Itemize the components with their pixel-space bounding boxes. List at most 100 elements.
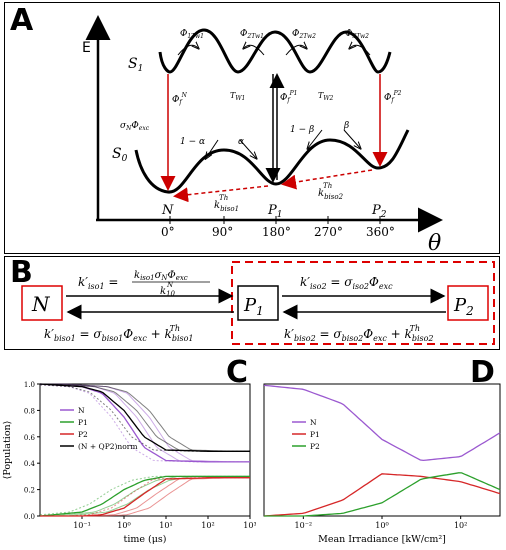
label-phif-p1: ΦfP1: [280, 90, 297, 104]
angle-90: 90°: [212, 225, 233, 239]
legend-label: P1: [310, 430, 320, 439]
x-axis-label: Mean Irradiance [kW/cm²]: [318, 534, 446, 545]
panel-d-letter: D: [470, 355, 495, 390]
arrow-phi2tw2: [285, 45, 306, 56]
label-phi2tw2: Φ2Tw2: [292, 29, 316, 40]
n-box-label: N: [31, 292, 51, 316]
k-biso1-expr: k′biso1 = σbiso1Φexc + kbiso1Th: [44, 324, 194, 343]
panel-a: [4, 2, 500, 254]
series-line-N: [39, 383, 250, 463]
y-axis-label: ⟨Population⟩: [2, 421, 13, 480]
population-vs-irradiance-chart: 10⁻² 10⁰ 10² N P1 P2 Mean Irradiance [kW/cm²]: [263, 383, 501, 545]
legend-label: P2: [78, 430, 88, 439]
arrow-phi2tw1: [244, 45, 265, 56]
x-tick-label: 10²: [454, 521, 467, 530]
y-tick-label: 0.8: [24, 407, 35, 415]
p2-box-label: P2: [453, 295, 474, 318]
label-kbiso1: kbiso1Th: [214, 194, 239, 213]
k-iso1-expr: k′iso1 =: [78, 275, 118, 291]
energy-diagram: E θ S1 S0 Φ1Tw1 Φ2Tw1 Φ2Tw2 Φ3Tw2 TW1 TW…: [82, 15, 443, 256]
population-vs-time-chart: 10⁻¹ 10⁰ 10¹ 10² 10³ 0.0 0.2 0.4 0.6 0.8 1.0 N P1 P2 (…: [2, 381, 256, 545]
label-sigma-n-phiexc: σNΦexc: [120, 121, 150, 132]
k-iso2-expr: k′iso2 = σiso2Φexc: [300, 275, 393, 291]
svg-text:kiso1σNΦexc: kiso1σNΦexc: [134, 270, 188, 282]
series-line-P1: [39, 475, 250, 517]
panel-b-letter: B: [10, 255, 33, 290]
x-tick-label: 10²: [201, 521, 214, 530]
k-biso2-expr: k′biso2 = σbiso2Φexc + kbiso2Th: [284, 324, 434, 343]
label-phi1tw1: Φ1Tw1: [180, 29, 204, 40]
series-line-P2: [40, 477, 250, 517]
legend-label: P2: [310, 442, 320, 451]
s0-label: S0: [112, 146, 128, 164]
s1-potential-curve: [158, 28, 392, 74]
arrow-alpha: [239, 139, 256, 158]
series-variant-N: [39, 384, 250, 463]
state-p1-label: P1: [267, 203, 282, 220]
series-variant-P1: [40, 475, 250, 517]
p1-box-label: P1: [243, 295, 264, 318]
x-tick-label: 10¹: [159, 521, 172, 530]
series-variant-P1: [39, 475, 250, 516]
label-phi3tw2: Φ3Tw2: [345, 29, 369, 40]
label-one-minus-beta: 1 − β: [290, 125, 314, 135]
energy-label: E: [82, 40, 91, 56]
y-tick-label: 0.6: [24, 434, 36, 442]
y-tick-label: 1.0: [24, 381, 35, 389]
p1-p2-group: [231, 261, 495, 345]
label-phif-p2: ΦfP2: [384, 90, 402, 104]
legend-label: (N + QP2)norm: [78, 442, 137, 451]
p1-box: [237, 285, 279, 321]
label-beta: β: [343, 121, 349, 131]
svg-text:k10N: k10N: [160, 281, 176, 298]
s0-potential-curve: [134, 129, 410, 194]
x-tick-label: 10⁻²: [295, 521, 313, 530]
series-variant-(N + QP2)norm: [40, 383, 250, 452]
label-phif-n: ΦfN: [172, 92, 188, 106]
p2-box: [447, 285, 489, 321]
series-line-N: [263, 384, 501, 462]
y-tick-label: 0.0: [24, 513, 35, 521]
label-tw2: TW2: [318, 91, 334, 102]
panel-a-letter: A: [10, 3, 34, 38]
panel-c-letter: C: [226, 355, 249, 390]
series-variant-P1: [40, 475, 250, 517]
y-tick-label: 0.4: [24, 460, 36, 468]
arrow-phi3tw2: [350, 45, 371, 56]
x-tick-label: 10⁻¹: [73, 521, 91, 530]
angle-0: 0°: [161, 225, 175, 239]
theta-label: θ: [428, 231, 441, 256]
arrow-phi1tw1: [177, 45, 198, 56]
arrow-beta: [343, 129, 360, 148]
plot-frame: [39, 383, 251, 517]
series-variant-N: [40, 383, 250, 463]
state-n-label: N: [161, 203, 174, 218]
legend-label: N: [310, 418, 317, 427]
arrow-one-minus-beta: [308, 129, 323, 148]
angle-180: 180°: [262, 225, 291, 239]
series-line-(N + QP2)norm: [39, 383, 250, 452]
x-tick-label: 10⁰: [375, 521, 388, 530]
series-line-P1: [263, 473, 501, 517]
series-variant-(N + QP2)norm: [40, 383, 250, 452]
panel-b: [4, 256, 500, 350]
n-box: [21, 285, 63, 321]
series-variant-P2: [40, 477, 250, 517]
series-variant-P2: [40, 477, 250, 517]
label-tw1: TW1: [230, 91, 245, 102]
angle-270: 270°: [314, 225, 343, 239]
legend-label: N: [78, 406, 85, 415]
arrow-one-minus-alpha: [206, 139, 219, 158]
legend-label: P1: [78, 418, 88, 427]
series-variant-P2: [40, 477, 250, 517]
angle-360: 360°: [366, 225, 395, 239]
x-tick-label: 10³: [243, 521, 256, 530]
y-tick-label: 0.2: [24, 487, 35, 495]
arrow-kbiso2-thermal: [281, 169, 373, 190]
s1-label: S1: [128, 56, 143, 74]
x-axis-label: time (μs): [124, 534, 167, 545]
series-variant-(N + QP2)norm: [39, 384, 250, 452]
x-tick-label: 10⁰: [117, 521, 130, 530]
label-alpha: α: [238, 137, 244, 147]
label-phi2tw1: Φ2Tw1: [240, 29, 264, 40]
